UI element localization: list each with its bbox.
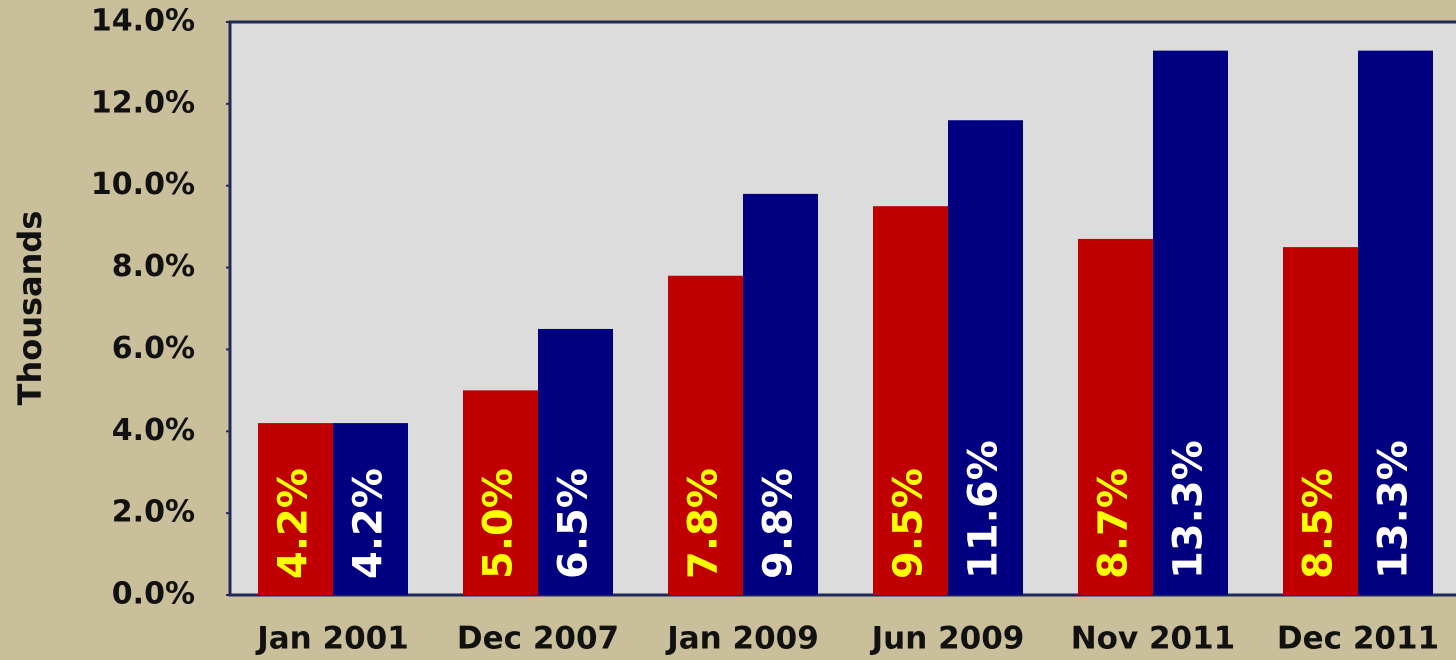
plot-area xyxy=(228,20,1456,597)
data-label: 13.3% xyxy=(1371,440,1417,579)
y-tick-label: 8.0% xyxy=(112,249,195,284)
x-tick-label: Dec 2011 xyxy=(1277,621,1439,657)
bar xyxy=(948,120,1023,595)
bar xyxy=(258,423,333,595)
data-label: 11.6% xyxy=(961,440,1007,579)
y-tick-label: 6.0% xyxy=(112,331,195,366)
data-label: 9.8% xyxy=(756,468,802,579)
y-axis-label: Thousands xyxy=(11,211,49,406)
bar xyxy=(743,193,818,595)
y-tick-label: 0.0% xyxy=(112,577,195,612)
data-label: 8.7% xyxy=(1091,468,1137,579)
y-tick-label: 2.0% xyxy=(112,495,195,530)
data-label: 5.0% xyxy=(476,468,522,579)
x-tick-label: Nov 2011 xyxy=(1071,621,1236,657)
data-label: 7.8% xyxy=(681,468,727,579)
bar xyxy=(463,390,538,595)
x-tick-label: Jun 2009 xyxy=(870,621,1025,657)
bar xyxy=(1153,50,1228,595)
data-label: 4.2% xyxy=(346,468,392,579)
x-tick-label: Jan 2009 xyxy=(665,621,819,657)
x-tick-label: Dec 2007 xyxy=(457,621,619,657)
bar xyxy=(538,328,613,595)
data-label: 13.3% xyxy=(1166,440,1212,579)
bar xyxy=(1078,238,1153,595)
bar xyxy=(668,275,743,595)
bar xyxy=(1283,247,1358,595)
bar xyxy=(873,206,948,595)
x-tick-label: Jan 2001 xyxy=(255,621,409,657)
data-label: 6.5% xyxy=(551,468,597,579)
data-label: 9.5% xyxy=(886,468,932,579)
y-tick-label: 10.0% xyxy=(91,167,195,202)
data-label: 4.2% xyxy=(271,468,317,579)
y-tick-label: 4.0% xyxy=(112,413,195,448)
data-label: 8.5% xyxy=(1296,468,1342,579)
bar xyxy=(1358,50,1433,595)
y-tick-label: 14.0% xyxy=(91,4,195,39)
bar xyxy=(333,423,408,595)
y-tick-label: 12.0% xyxy=(91,85,195,120)
